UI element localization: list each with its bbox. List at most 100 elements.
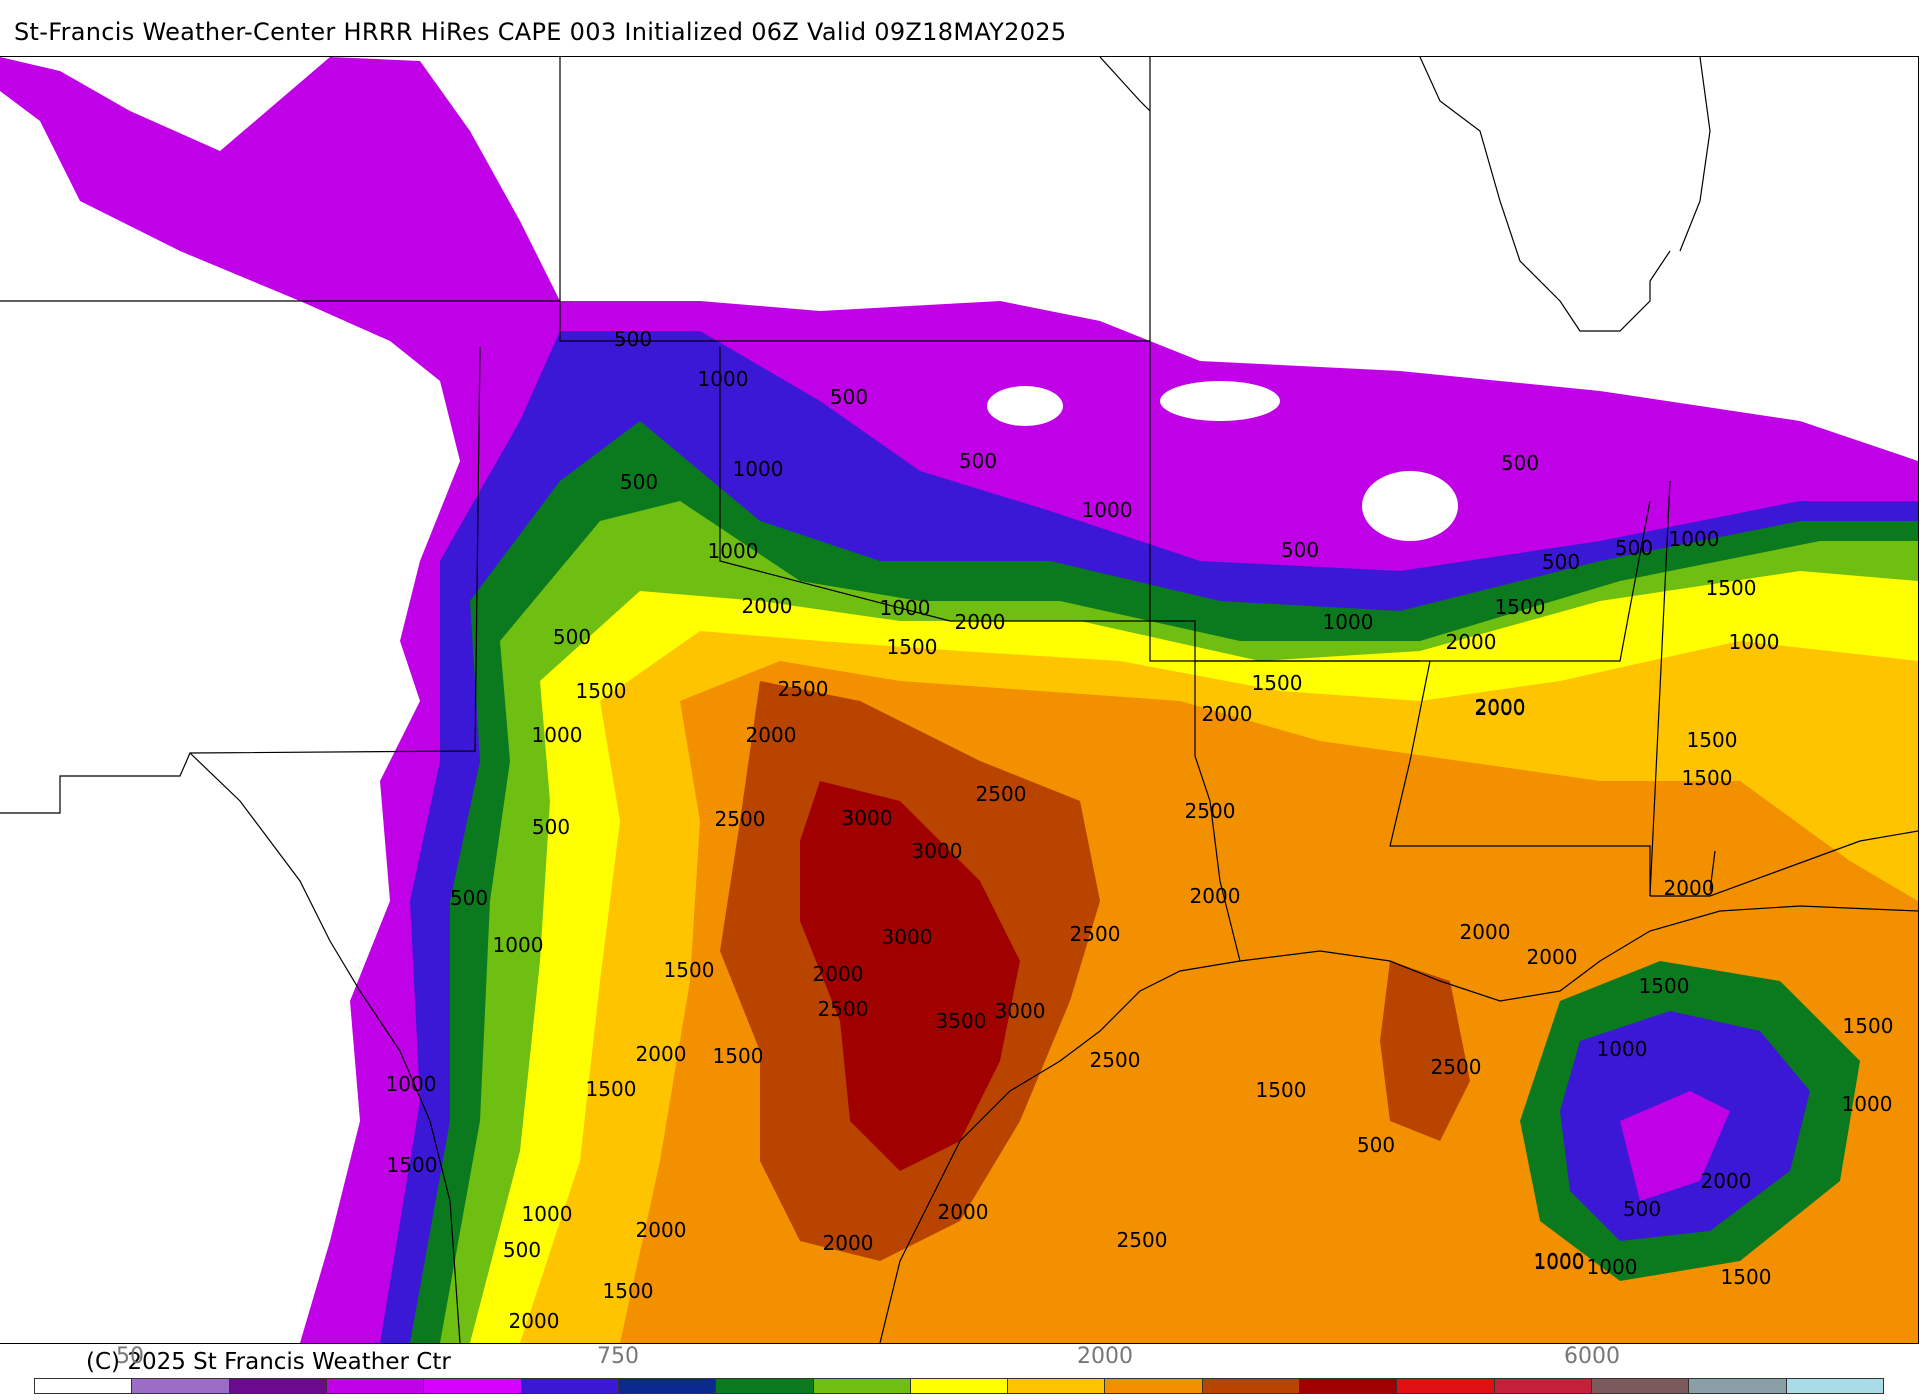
contour-label: 500: [503, 1238, 541, 1262]
contour-label: 1500: [713, 1044, 764, 1068]
contour-label: 1500: [576, 679, 627, 703]
contour-label: 1500: [1639, 974, 1690, 998]
contour-label: 1000: [532, 723, 583, 747]
colorbar-swatch: [1202, 1379, 1301, 1393]
contour-label: 2000: [1701, 1169, 1752, 1193]
contour-label: 500: [830, 385, 868, 409]
contour-label: 2000: [813, 962, 864, 986]
low-cape-hole-3: [1160, 381, 1280, 421]
contour-label: 500: [1357, 1133, 1395, 1157]
gulf-low-cape-center: [1620, 1091, 1730, 1201]
contour-label: 500: [1542, 550, 1580, 574]
colorbar-swatch: [229, 1379, 327, 1393]
contour-label: 2500: [1185, 799, 1236, 823]
contour-label: 2500: [1070, 922, 1121, 946]
cape-2500-east-band: [1380, 961, 1470, 1141]
contour-label: 1500: [1682, 766, 1733, 790]
contour-label: 500: [620, 470, 658, 494]
contour-label: 2000: [742, 594, 793, 618]
contour-label: 2000: [1475, 696, 1526, 720]
colorbar-swatch: [1786, 1379, 1883, 1393]
contour-label: 1000: [1669, 527, 1720, 551]
contour-label: 1000: [733, 457, 784, 481]
contour-label: 1000: [522, 1202, 573, 1226]
contour-label: 1000: [1534, 1250, 1585, 1274]
cape-map: 500 1000 500 500 1000 500 1000 1000 500 500 500 500…: [0, 56, 1919, 1344]
colorbar-swatch: [132, 1379, 230, 1393]
colorbar-swatch: [618, 1379, 717, 1393]
contour-label: 500: [450, 886, 488, 910]
contour-label: 2000: [746, 723, 797, 747]
contour-label: 1000: [1534, 1249, 1585, 1273]
contour-label: 2000: [1475, 695, 1526, 719]
contour-label: 1500: [603, 1279, 654, 1303]
contour-label: 1000: [1842, 1092, 1893, 1116]
contour-label: 2000: [1460, 920, 1511, 944]
colorbar-swatch: [424, 1379, 522, 1393]
contour-label: 1000: [708, 539, 759, 563]
contour-label: 1000: [1323, 610, 1374, 634]
contour-label: 2500: [778, 677, 829, 701]
contour-label: 500: [1281, 538, 1319, 562]
colorbar-swatch: [716, 1379, 814, 1393]
contour-label: 1500: [664, 958, 715, 982]
contour-label: 2500: [976, 782, 1027, 806]
contour-label: 500: [532, 815, 570, 839]
contour-label: 1000: [1082, 498, 1133, 522]
colorbar-ticks: 50 750 2000 6000: [0, 1344, 1920, 1374]
low-cape-hole-2: [1362, 471, 1458, 541]
contour-label: 1500: [1495, 595, 1546, 619]
contour-label: 3000: [995, 999, 1046, 1023]
colorbar-swatch: [1105, 1379, 1203, 1393]
colorbar-swatch: [521, 1379, 619, 1393]
contour-label: 1500: [1721, 1265, 1772, 1289]
contour-label: 2500: [1431, 1055, 1482, 1079]
contour-label: 1500: [1252, 671, 1303, 695]
contour-label: 2000: [509, 1309, 560, 1333]
contour-label: 500: [1623, 1197, 1661, 1221]
colorbar-swatch: [35, 1379, 133, 1393]
map-title: St-Francis Weather-Center HRRR HiRes CAP…: [14, 18, 1067, 46]
contour-label: 1500: [1843, 1014, 1894, 1038]
contour-label: 1500: [1687, 728, 1738, 752]
colorbar-swatch: [1008, 1379, 1106, 1393]
colorbar-swatch: [1494, 1379, 1592, 1393]
contour-label: 1500: [887, 635, 938, 659]
contour-label: 3500: [936, 1009, 987, 1033]
contour-label: 2500: [1117, 1228, 1168, 1252]
contour-label: 2000: [636, 1042, 687, 1066]
contour-label: 2500: [715, 807, 766, 831]
coastline: [189, 57, 1918, 1343]
contour-label: 2000: [1446, 630, 1497, 654]
colorbar-swatch: [326, 1379, 425, 1393]
contour-label: 2000: [636, 1218, 687, 1242]
contour-label: 1000: [1729, 630, 1780, 654]
cape-3000-core: [800, 781, 1020, 1171]
contour-label: 500: [1615, 536, 1653, 560]
contour-label: 3000: [842, 806, 893, 830]
state-borders: [0, 57, 1918, 962]
contour-label: 1500: [1256, 1078, 1307, 1102]
contour-label: 500: [614, 327, 652, 351]
contour-label: 2000: [1202, 702, 1253, 726]
contour-label: 1500: [387, 1153, 438, 1177]
contour-label: 1000: [1597, 1037, 1648, 1061]
contour-label: 2000: [823, 1231, 874, 1255]
copyright-notice: (C) 2025 St Francis Weather Ctr: [86, 1349, 451, 1375]
colorbar-swatch: [1592, 1379, 1690, 1393]
no-cape-west: [0, 91, 460, 1343]
contour-label: 500: [959, 449, 997, 473]
contour-label: 1000: [880, 596, 931, 620]
colorbar-swatch: [910, 1379, 1009, 1393]
colorbar-swatch: [1300, 1379, 1398, 1393]
contour-label: 2000: [1190, 884, 1241, 908]
contour-label: 2000: [1527, 945, 1578, 969]
colorbar-tick-label: 750: [597, 1344, 639, 1369]
cape-shading: [0, 57, 1918, 1343]
colorbar-tick-label: 2000: [1077, 1344, 1133, 1369]
contour-label: 1000: [698, 367, 749, 391]
contour-label: 3000: [912, 839, 963, 863]
contour-label: 1000: [493, 933, 544, 957]
colorbar-legend: [34, 1378, 1884, 1394]
contour-label: 2000: [1664, 876, 1715, 900]
